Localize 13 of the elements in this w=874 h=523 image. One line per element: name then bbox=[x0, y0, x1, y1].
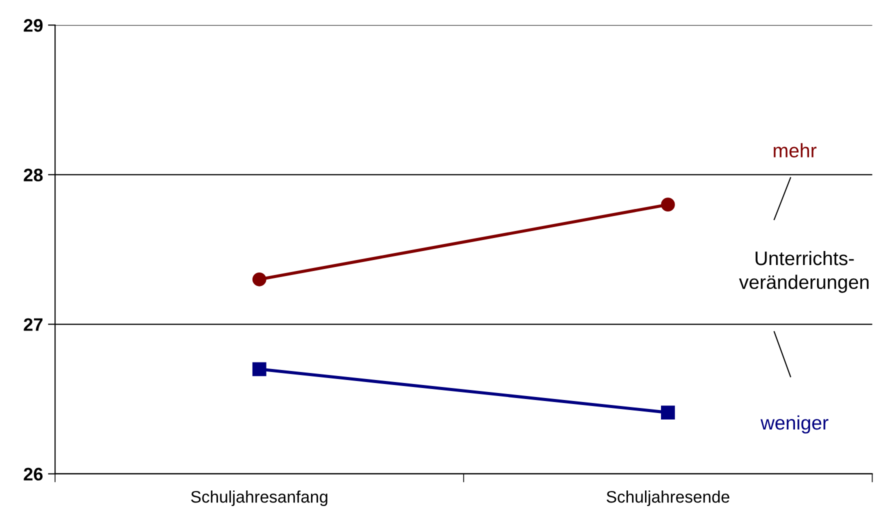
point bbox=[252, 362, 266, 376]
point bbox=[252, 272, 266, 286]
text: mehr bbox=[774, 143, 816, 158]
text: weniger bbox=[760, 415, 828, 434]
y-tick-label: 26 bbox=[24, 468, 43, 481]
x-tick-label: Schuljahresende bbox=[606, 490, 730, 506]
point bbox=[661, 406, 675, 420]
point bbox=[661, 198, 675, 212]
y-tick-label: 27 bbox=[24, 318, 42, 331]
y-tick-label: 28 bbox=[24, 168, 43, 182]
annotation: Unterrichts- veränderungen bbox=[739, 250, 869, 293]
y-tick-label: 29 bbox=[24, 19, 43, 32]
x-tick-label: Schuljahresanfang bbox=[191, 490, 328, 506]
